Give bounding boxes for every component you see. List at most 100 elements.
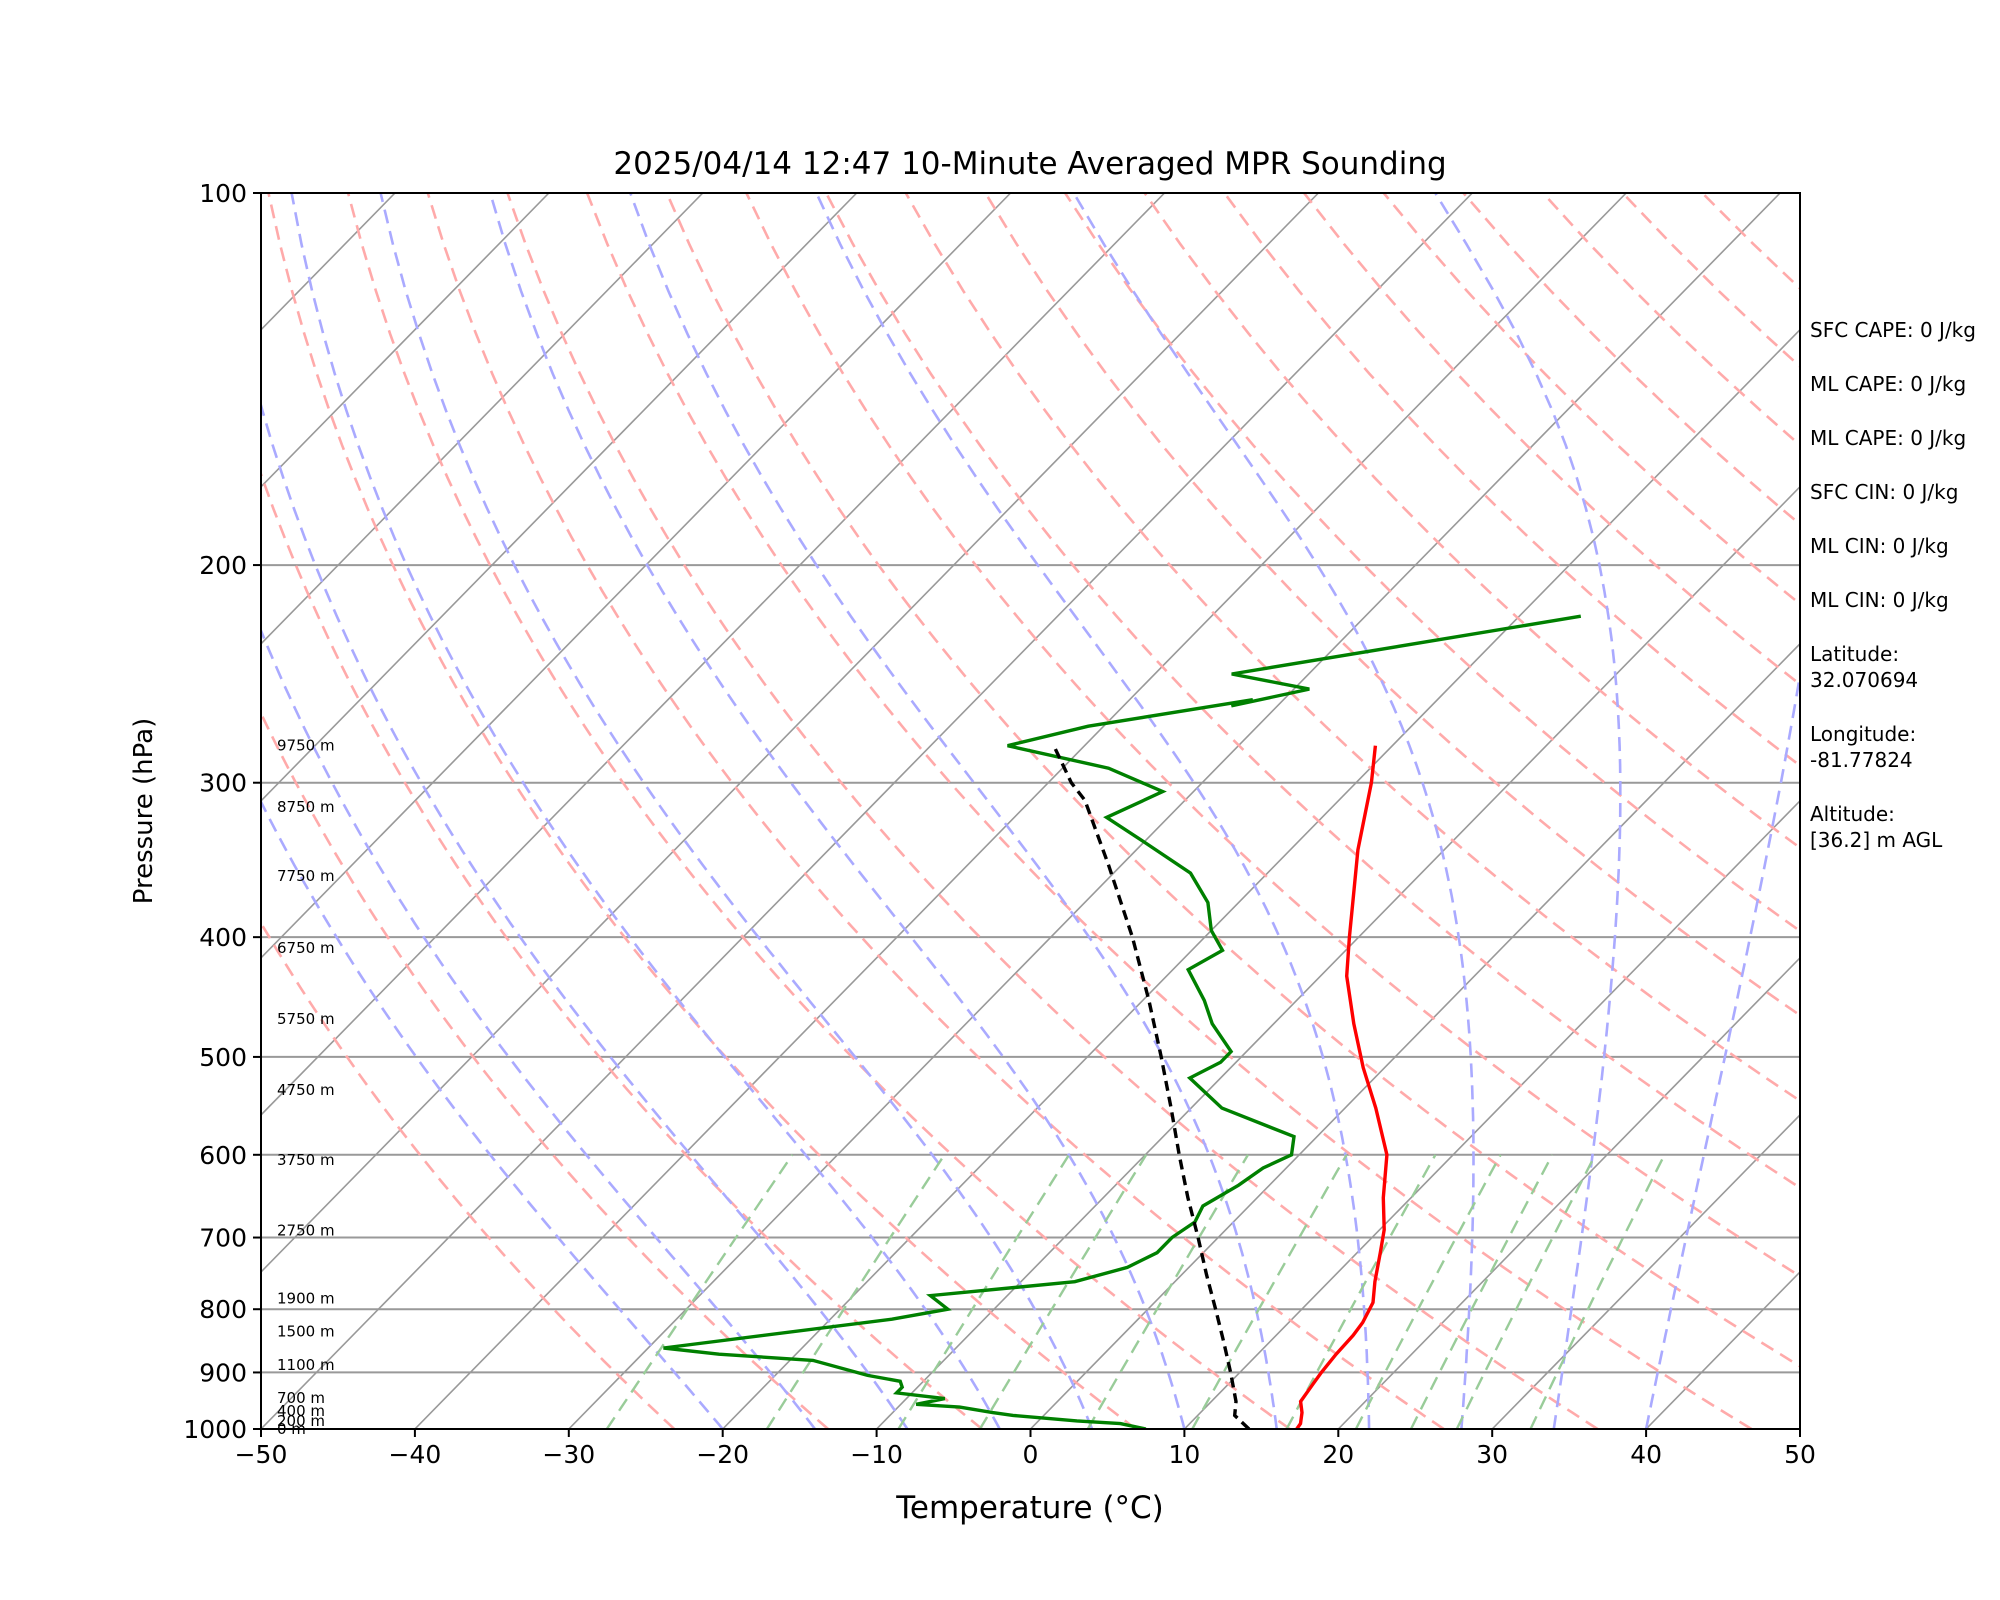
ml-cin-text: ML CIN: 0 J/kg: [1810, 534, 1949, 558]
dry-adiabat-line: [261, 920, 676, 1429]
dry-adiabat-line: [665, 193, 1800, 1368]
height-label: 0 m: [277, 1420, 306, 1438]
y-tick-label: 1000: [183, 1415, 247, 1444]
y-axis: 100 200 300 400 500 600 700 800 900 1000: [183, 179, 261, 1444]
isotherm-line: [1183, 799, 1800, 1429]
x-tick-label: 0: [1023, 1440, 1039, 1469]
temperature-line: [1295, 745, 1389, 1429]
mixing-ratio-line: [605, 1154, 794, 1429]
chart-title: 2025/04/14 12:47 10-Minute Averaged MPR …: [613, 146, 1446, 182]
x-tick-label: −20: [696, 1440, 749, 1469]
mixing-ratio-line: [765, 1154, 946, 1429]
isotherm-line: [0, 193, 87, 1429]
isotherm-line: [1491, 1113, 1800, 1429]
dry-adiabat-line: [824, 193, 1800, 1190]
mixing-ratio-line: [1191, 1154, 1348, 1429]
moist-adiabat-line: [629, 193, 1278, 1429]
height-label: 9750 m: [277, 737, 335, 755]
ml-cape-text: ML CAPE: 0 J/kg: [1810, 372, 1967, 396]
dry-adiabat-line: [426, 193, 1445, 1429]
x-tick-label: −40: [389, 1440, 442, 1469]
height-label: 700 m: [277, 1389, 325, 1407]
isotherm-line: [876, 485, 1800, 1429]
height-label: 200 m: [277, 1412, 325, 1430]
height-label: 3750 m: [277, 1151, 335, 1169]
mixing-ratio-line: [978, 1154, 1148, 1429]
isotherm-line: [414, 193, 1627, 1429]
y-tick-label: 300: [199, 769, 247, 798]
mixing-ratio-line: [897, 1154, 1071, 1429]
height-label: 400 m: [277, 1402, 325, 1420]
height-label: 6750 m: [277, 939, 335, 957]
height-label: 5750 m: [277, 1010, 335, 1028]
y-tick-label: 900: [199, 1358, 247, 1387]
dry-adiabat-line: [261, 470, 983, 1429]
sfc-cin-text: SFC CIN: 0 J/kg: [1810, 480, 1959, 504]
moist-adiabat-line: [815, 193, 1371, 1429]
height-labels: 9750 m 8750 m 7750 m 6750 m 5750 m 4750 m 3750…: [277, 737, 335, 1438]
mixing-ratio-line: [1455, 1154, 1597, 1429]
mixing-ratio-line: [1409, 1154, 1554, 1429]
mixing-ratio-line: [1354, 1154, 1502, 1429]
height-label: 7750 m: [277, 867, 335, 885]
dry-adiabat-line: [745, 193, 1800, 1278]
y-tick-label: 500: [199, 1043, 247, 1072]
height-label: 8750 m: [277, 798, 335, 816]
isotherm-line: [261, 193, 1319, 1274]
moist-adiabat-line: [488, 193, 1186, 1429]
mixing-ratio-line: [1285, 1154, 1437, 1429]
mixing-ratio-line: [1086, 1154, 1250, 1429]
isotherm-line: [261, 193, 1012, 960]
altitude-text: Altitude: [36.2] m AGL: [1810, 802, 1943, 852]
moist-adiabat-line: [1434, 193, 1622, 1429]
dry-adiabat-line: [267, 193, 1137, 1429]
background-lines: [0, 193, 1800, 1429]
dry-adiabat-line: [585, 193, 1753, 1429]
x-tick-label: −30: [542, 1440, 595, 1469]
moist-adiabat-line: [261, 627, 817, 1429]
x-tick-label: 40: [1630, 1440, 1662, 1469]
isotherm-line: [722, 328, 1800, 1429]
y-axis-label: Pressure (hPa): [129, 718, 159, 905]
mixing-ratio-line: [1529, 1154, 1666, 1429]
sfc-cape-text: SFC CAPE: 0 J/kg: [1810, 318, 1976, 342]
height-label: 1100 m: [277, 1356, 335, 1374]
plot-frame: [260, 192, 1801, 1430]
dry-adiabat-line: [346, 193, 1291, 1429]
isotherm-line: [261, 193, 1166, 1117]
dry-adiabat-line: [506, 193, 1599, 1429]
isotherm-line: [568, 193, 1781, 1429]
latitude-text: Latitude: 32.070694: [1810, 642, 1919, 692]
y-tick-label: 600: [199, 1141, 247, 1170]
moist-adiabat-line: [290, 193, 1001, 1429]
ml-cin-text-2: ML CIN: 0 J/kg: [1810, 588, 1949, 612]
height-label: 4750 m: [277, 1081, 335, 1099]
x-axis: −50 −40 −30 −20 −10 0 10 20 30 40 50: [235, 1429, 1816, 1469]
y-tick-label: 800: [199, 1295, 247, 1324]
y-tick-label: 700: [199, 1224, 247, 1253]
x-axis-label: Temperature (°C): [895, 1490, 1164, 1526]
height-label: 1500 m: [277, 1323, 335, 1341]
height-label: 2750 m: [277, 1222, 335, 1240]
isotherm-line: [261, 193, 1473, 1429]
moist-adiabat-line: [379, 193, 1094, 1429]
y-tick-label: 400: [199, 923, 247, 952]
isotherm-line: [261, 193, 704, 645]
x-tick-label: 30: [1476, 1440, 1508, 1469]
dewpoint-line: [663, 614, 1582, 1429]
sounding-lines: [663, 614, 1582, 1429]
y-tick-label: 200: [199, 551, 247, 580]
y-tick-label: 100: [199, 179, 247, 208]
isotherm-line: [261, 193, 550, 488]
moist-adiabat-line: [1072, 193, 1475, 1429]
x-tick-label: −10: [850, 1440, 903, 1469]
x-tick-label: −50: [235, 1440, 288, 1469]
dry-adiabat-line: [261, 710, 829, 1429]
isotherm-line: [1337, 956, 1800, 1429]
ml-cape-text-2: ML CAPE: 0 J/kg: [1810, 426, 1967, 450]
moist-adiabat-line: [1644, 667, 1800, 1429]
moist-adiabat-line: [261, 798, 724, 1429]
parcel-line: [1052, 744, 1251, 1429]
height-label: 1900 m: [277, 1289, 335, 1307]
